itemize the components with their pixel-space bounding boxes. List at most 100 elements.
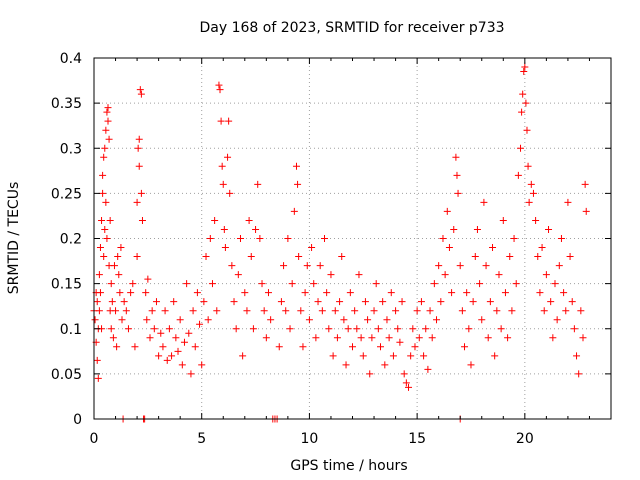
data-point bbox=[102, 198, 110, 206]
data-point bbox=[508, 307, 516, 315]
data-point bbox=[484, 334, 492, 342]
data-point bbox=[277, 298, 285, 306]
data-point bbox=[357, 334, 365, 342]
data-point bbox=[135, 135, 143, 143]
data-point bbox=[93, 356, 101, 364]
data-point bbox=[523, 126, 531, 134]
data-point bbox=[187, 370, 195, 378]
y-tick-label: 0.4 bbox=[60, 51, 82, 67]
data-point bbox=[346, 289, 354, 297]
data-point bbox=[510, 235, 518, 242]
data-point bbox=[435, 262, 443, 270]
data-point bbox=[174, 347, 182, 355]
data-point bbox=[114, 253, 122, 261]
data-point bbox=[225, 117, 233, 125]
data-point bbox=[461, 343, 469, 351]
data-point bbox=[131, 343, 139, 351]
x-tick-label: 20 bbox=[516, 431, 534, 447]
data-point bbox=[482, 262, 490, 270]
data-point bbox=[198, 361, 206, 369]
data-point bbox=[202, 253, 210, 261]
data-point bbox=[216, 86, 224, 94]
y-tick-label: 0.35 bbox=[51, 96, 82, 112]
data-point bbox=[239, 352, 247, 360]
data-point bbox=[104, 117, 112, 125]
data-point bbox=[219, 180, 227, 188]
data-point bbox=[579, 334, 587, 342]
y-tick-label: 0 bbox=[73, 412, 82, 428]
data-point bbox=[532, 216, 540, 224]
data-point bbox=[465, 325, 473, 333]
x-axis-label: GPS time / hours bbox=[290, 458, 407, 474]
data-point bbox=[566, 253, 574, 261]
data-point bbox=[138, 216, 146, 224]
data-point bbox=[478, 316, 486, 324]
data-point bbox=[137, 90, 145, 98]
data-point bbox=[115, 271, 123, 279]
data-point bbox=[288, 280, 296, 288]
data-point bbox=[411, 343, 419, 351]
data-point bbox=[473, 225, 481, 233]
data-point bbox=[91, 316, 99, 324]
data-point bbox=[256, 235, 264, 242]
data-point bbox=[260, 307, 268, 315]
data-point bbox=[582, 207, 590, 215]
data-point bbox=[241, 289, 249, 297]
data-point bbox=[99, 171, 107, 179]
y-tick-label: 0.05 bbox=[51, 367, 82, 383]
data-point bbox=[215, 81, 223, 89]
data-point bbox=[570, 325, 578, 333]
data-point bbox=[292, 162, 300, 170]
data-point bbox=[94, 374, 102, 382]
data-point bbox=[107, 325, 115, 333]
data-point bbox=[95, 271, 103, 279]
data-point bbox=[471, 253, 479, 261]
data-point bbox=[303, 262, 311, 270]
data-point bbox=[100, 153, 108, 161]
data-point bbox=[385, 334, 393, 342]
data-point bbox=[424, 365, 432, 373]
data-point bbox=[433, 316, 441, 324]
plot-frame bbox=[93, 57, 612, 420]
data-point bbox=[297, 307, 305, 315]
data-point bbox=[161, 307, 169, 315]
data-point bbox=[448, 289, 456, 297]
data-point bbox=[480, 198, 488, 206]
data-point bbox=[314, 298, 322, 306]
data-point bbox=[329, 352, 337, 360]
axis-ticks bbox=[93, 57, 612, 420]
data-point bbox=[155, 352, 163, 360]
data-point bbox=[437, 298, 445, 306]
data-point bbox=[476, 280, 484, 288]
data-point bbox=[456, 262, 464, 270]
data-point bbox=[392, 307, 400, 315]
data-point bbox=[517, 144, 525, 152]
data-point bbox=[96, 244, 104, 252]
data-point bbox=[305, 316, 313, 324]
data-point bbox=[103, 235, 111, 242]
data-point bbox=[133, 253, 141, 261]
data-point bbox=[351, 307, 359, 315]
data-point bbox=[316, 262, 324, 270]
data-point bbox=[232, 325, 240, 333]
grid-layer bbox=[94, 58, 611, 419]
data-point bbox=[426, 307, 434, 315]
data-point bbox=[454, 189, 462, 197]
data-point bbox=[506, 253, 514, 261]
data-point bbox=[95, 307, 103, 315]
data-point bbox=[415, 334, 423, 342]
data-point bbox=[286, 325, 294, 333]
data-point bbox=[527, 180, 535, 188]
data-point bbox=[262, 334, 270, 342]
data-point bbox=[221, 244, 229, 252]
data-point bbox=[254, 180, 262, 188]
data-point bbox=[370, 307, 378, 315]
data-point bbox=[264, 289, 272, 297]
data-point bbox=[486, 298, 494, 306]
data-point bbox=[110, 262, 118, 270]
data-point bbox=[327, 271, 335, 279]
data-point bbox=[413, 307, 421, 315]
data-point bbox=[452, 153, 460, 161]
y-tick-label: 0.2 bbox=[60, 232, 82, 248]
